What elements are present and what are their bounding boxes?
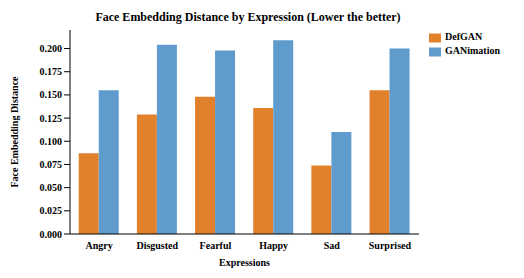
svg-text:Surprised: Surprised [369,240,412,251]
svg-text:Fearful: Fearful [200,240,232,251]
svg-text:Disgusted: Disgusted [136,240,178,251]
svg-text:Angry: Angry [85,240,112,251]
svg-text:Expressions: Expressions [219,257,270,268]
svg-text:0.200: 0.200 [40,43,63,54]
svg-text:0.075: 0.075 [40,159,63,170]
html-text:GANimation: GANimation [445,45,500,56]
svg-text:Happy: Happy [259,240,288,251]
svg-text:Sad: Sad [324,240,341,251]
svg-text:0.050: 0.050 [40,182,63,193]
html-text:DefGAN: DefGAN [445,31,483,42]
svg-text:0.150: 0.150 [40,89,63,100]
svg-text:Face Embedding Distance: Face Embedding Distance [9,76,20,188]
svg-text:0.000: 0.000 [40,229,63,240]
svg-text:0.100: 0.100 [40,136,63,147]
html-text:Face Embedding Distance by Exp: Face Embedding Distance by Expression (L… [95,10,401,24]
svg-text:0.025: 0.025 [40,205,63,216]
svg-text:0.125: 0.125 [40,113,63,124]
svg-text:0.175: 0.175 [40,66,63,77]
